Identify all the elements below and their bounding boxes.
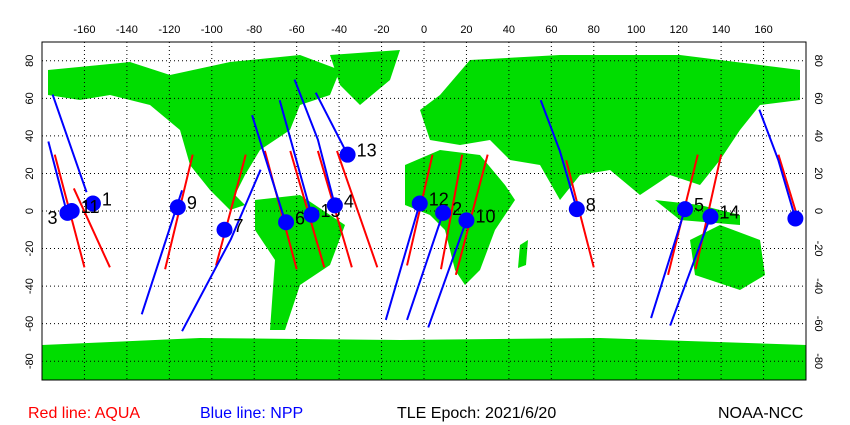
satellite-label: 7 — [234, 216, 244, 236]
epoch: TLE Epoch: 2021/6/20 — [397, 405, 556, 422]
satellite-marker — [303, 206, 320, 223]
y-tick-label-right: -80 — [812, 353, 824, 369]
y-tick-label-right: -20 — [812, 241, 824, 257]
ground-track — [314, 92, 349, 156]
satellite-label: 11 — [81, 197, 100, 217]
x-tick-label: 20 — [460, 24, 472, 36]
ground-track — [758, 109, 797, 219]
x-tick-label: 120 — [669, 24, 687, 36]
ground-track — [72, 188, 111, 268]
satellite-marker — [278, 214, 295, 231]
satellite-label: 10 — [475, 206, 495, 226]
satellite-label: 1 — [102, 189, 112, 209]
y-tick-label-right: -60 — [812, 316, 824, 332]
legend-npp: Blue line: NPP — [200, 405, 303, 422]
satellite-marker — [702, 208, 719, 225]
x-tick-label: -60 — [289, 24, 305, 36]
satellite-label: 3 — [47, 208, 57, 228]
satellite-label: 13 — [357, 141, 377, 161]
ground-track — [51, 94, 88, 193]
y-tick-label: -60 — [24, 316, 36, 332]
legend-aqua: Red line: AQUA — [28, 405, 140, 422]
ground-track — [439, 154, 464, 270]
x-tick-label: 100 — [627, 24, 645, 36]
x-tick-label: 40 — [503, 24, 515, 36]
y-tick-label-right: 0 — [812, 208, 824, 214]
ground-track — [650, 208, 686, 319]
y-tick-label: 20 — [24, 167, 36, 179]
ground-track — [669, 216, 712, 326]
satellite-marker — [677, 201, 694, 218]
satellite-label: 14 — [720, 203, 740, 223]
y-tick-label-right: 20 — [812, 167, 824, 179]
satellite-label: 8 — [586, 195, 596, 215]
ground-track — [47, 141, 69, 216]
x-tick-label: 140 — [712, 24, 730, 36]
satellite-label: 6 — [295, 208, 305, 228]
satellite-label: 2 — [452, 199, 462, 219]
satellite-label: 12 — [429, 189, 449, 209]
x-tick-label: -80 — [246, 24, 262, 36]
ground-track — [427, 220, 468, 328]
y-tick-label-right: -40 — [812, 278, 824, 294]
y-tick-label-right: 40 — [812, 130, 824, 142]
satellite-label: 9 — [187, 193, 197, 213]
map-frame — [41, 41, 807, 381]
ground-track — [406, 212, 445, 321]
tracks — [47, 79, 801, 332]
source: NOAA-NCC — [718, 405, 803, 422]
ground-track — [251, 114, 288, 225]
y-tick-label: -20 — [24, 241, 36, 257]
y-tick-label: -80 — [24, 353, 36, 369]
x-tick-label: 80 — [588, 24, 600, 36]
x-tick-label: 0 — [421, 24, 427, 36]
satellite-marker — [787, 210, 804, 227]
y-tick-label-right: 80 — [812, 55, 824, 67]
x-tick-label: -100 — [201, 24, 223, 36]
satellite-marker — [458, 212, 475, 229]
ground-track — [278, 99, 313, 216]
satellite-marker — [568, 201, 585, 218]
x-tick-label: -140 — [116, 24, 138, 36]
satellite-marker — [169, 199, 186, 216]
satellite-label: 5 — [694, 195, 704, 215]
ground-track — [215, 154, 247, 266]
x-tick-label: 160 — [754, 24, 772, 36]
ground-track — [293, 79, 336, 206]
grid — [42, 42, 806, 380]
satellites: 111397615413122108514 — [47, 141, 804, 238]
ground-track — [181, 169, 262, 332]
y-tick-label: 40 — [24, 130, 36, 142]
x-tick-label: -120 — [158, 24, 180, 36]
x-tick-label: -20 — [374, 24, 390, 36]
y-tick-label: 0 — [24, 208, 36, 214]
satellite-marker — [59, 204, 76, 221]
x-tick-label: -160 — [73, 24, 95, 36]
satellite-marker — [326, 197, 343, 214]
x-tick-label: 60 — [545, 24, 557, 36]
ground-track — [336, 150, 379, 268]
satellite-marker — [411, 195, 428, 212]
ground-track — [539, 99, 578, 210]
satellite-marker — [84, 195, 101, 212]
x-tick-label: -40 — [331, 24, 347, 36]
satellite-marker — [216, 221, 233, 238]
satellite-marker — [339, 146, 356, 163]
satellite-marker — [435, 204, 452, 221]
y-tick-label-right: 60 — [812, 92, 824, 104]
satellite-label: 4 — [344, 191, 354, 211]
y-tick-label: -40 — [24, 278, 36, 294]
ground-track — [384, 203, 421, 321]
y-tick-label: 80 — [24, 55, 36, 67]
y-tick-label: 60 — [24, 92, 36, 104]
